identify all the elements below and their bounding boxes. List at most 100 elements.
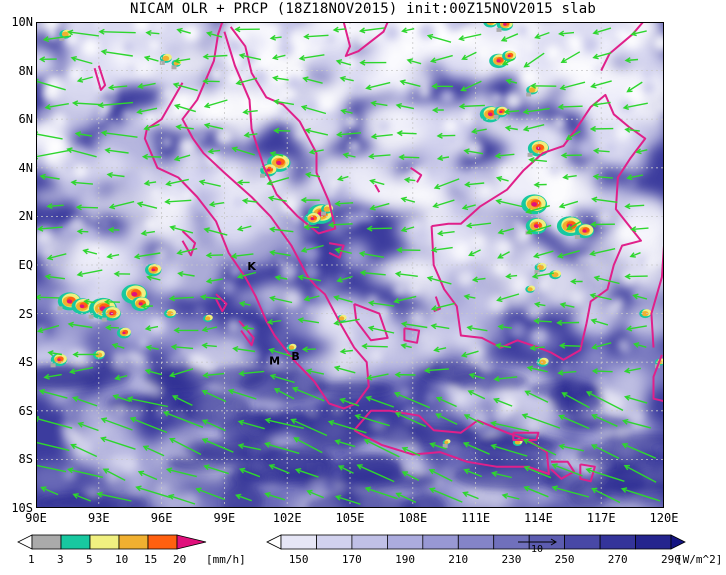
wind-vector [243,131,258,138]
lon-label: 120E [649,511,679,525]
cloud-fleck [630,180,636,187]
wind-vector [237,443,261,451]
cloud-fleck [73,350,87,364]
wind-vector [463,148,484,155]
clear-sky-patch [601,432,664,447]
cloud-fleck [512,276,529,293]
wind-vector [238,300,251,307]
cloud-fleck [67,185,77,195]
cloud-fleck [309,230,315,236]
cloud-fleck [456,269,474,288]
wind-vector [369,178,385,186]
cloud-fleck [81,38,100,57]
wind-vector [203,227,228,236]
wind-vector [620,487,661,502]
wind-vector [108,200,135,210]
cloud-fleck [118,317,123,322]
cloud-fleck [43,248,51,256]
cloud-fleck [566,34,582,49]
wind-vector [533,250,554,259]
wind-vector [208,201,225,208]
wind-vector [624,126,640,133]
cloud-patch [232,289,259,306]
wind-vector [393,391,431,409]
wind-vector [358,27,385,34]
cloud-fleck [597,376,606,385]
wind-vector [236,271,257,279]
wind-vector [468,372,485,380]
precip-cell [101,317,107,322]
lon-label: 117E [586,511,616,525]
cloud-fleck [639,317,652,329]
wind-vector [630,226,649,233]
wind-vector [105,324,120,331]
wind-vector [400,226,415,233]
reference-vector-label: 10 [531,544,544,555]
cloud-fleck [503,400,516,413]
precip-cell [122,331,126,335]
lat-label: 8N [18,63,33,78]
cloud-patch [419,149,461,188]
wind-vector [164,198,192,205]
cloud-fleck [313,60,320,66]
wind-vector [269,34,282,41]
precip-colorbar-high-arrow [176,534,207,550]
wind-vector [632,342,647,348]
wind-vector [525,205,550,214]
cloud-fleck [149,317,166,334]
precip-cell [61,31,69,37]
precip-colorbar-tick-label: 10 [115,553,129,566]
wind-vector [111,343,125,349]
cloud-fleck [386,325,400,339]
precip-colorbar-tick-label: 1 [28,553,35,566]
cloud-fleck [98,101,112,114]
wind-vector [230,252,254,259]
cloud-fleck [509,120,519,130]
wind-vector [428,487,463,503]
cloud-fleck [140,342,146,349]
clear-sky-patch [182,390,251,426]
cloud-fleck [597,211,612,225]
wind-vector [524,390,549,403]
wind-vector [336,131,362,138]
lon-label: 93E [87,511,110,525]
wind-vector [354,413,390,427]
wind-vector [358,250,385,258]
wind-vector [269,295,293,304]
wind-vector [629,252,641,258]
cloud-fleck [348,140,360,152]
wind-vector [558,30,575,37]
wind-vector [96,491,132,502]
wind-vector [36,324,60,334]
cloud-fleck [125,173,144,192]
precip-cell [496,59,501,63]
wind-vector [44,273,65,280]
cloud-fleck [531,327,548,344]
wind-vector [42,35,72,43]
wind-vector [238,370,265,377]
map-panel: K M B [36,22,664,508]
wind-vector [76,76,93,83]
lat-label: 2N [18,209,33,224]
precip-cell [338,316,345,321]
precip-colorbar-tick-label: 3 [57,553,64,566]
cloud-patch [68,396,101,417]
wind-vector [337,465,354,474]
olr-colorbar-tick-label: 190 [395,553,415,566]
wind-vector [400,343,412,349]
wind-vector [624,395,648,404]
cloud-fleck [343,211,360,228]
wind-vector [302,76,323,84]
wind-vector [359,269,386,276]
cloud-patch [415,316,450,355]
wind-vector [137,82,156,89]
cloud-fleck [170,183,177,190]
wind-vector [359,59,387,66]
cloud-fleck [241,50,257,66]
cloud-fleck [245,217,257,229]
wind-vector [395,103,415,110]
wind-vector [72,396,98,407]
wind-vector [624,57,639,64]
wind-vector [143,55,159,62]
precip-cell [79,304,85,309]
